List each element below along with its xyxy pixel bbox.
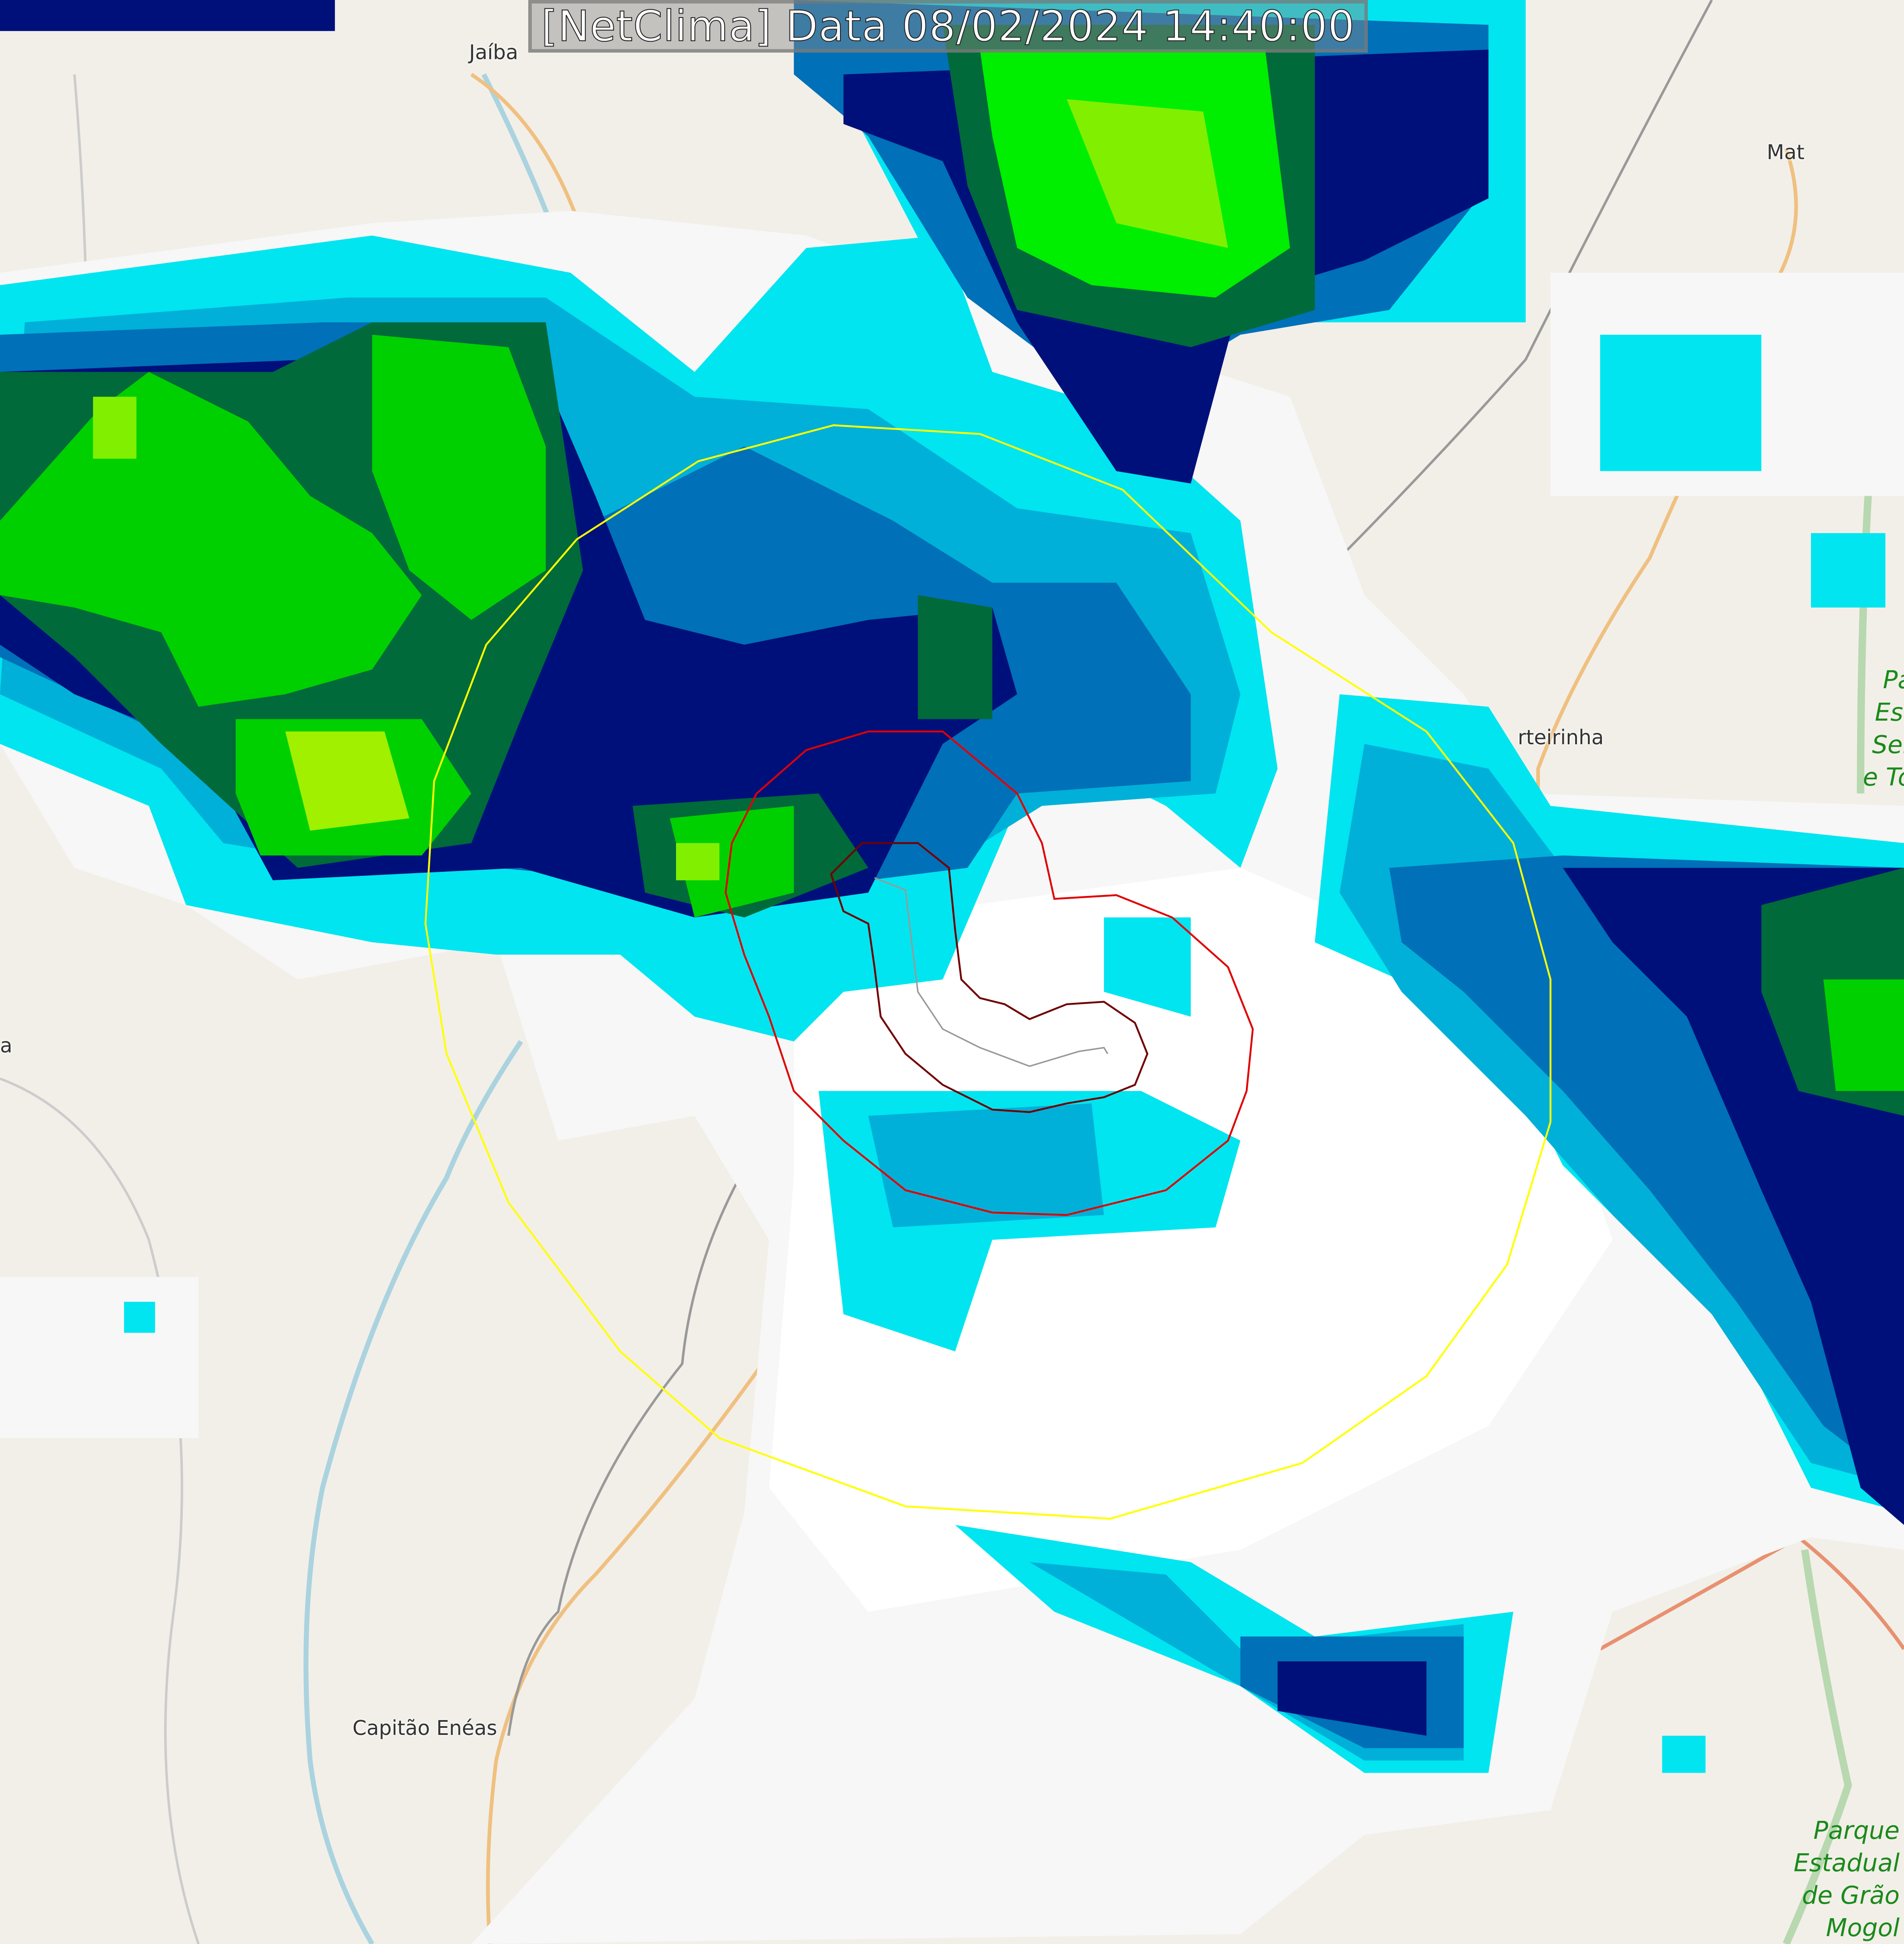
timestamp-overlay: [NetClima] Data 08/02/2024 14:40:00 bbox=[528, 0, 1368, 53]
storm-contour-inner bbox=[830, 842, 1149, 1113]
place-label-porteirinha: rteirinha bbox=[1518, 725, 1604, 749]
echo-lime bbox=[676, 843, 720, 881]
place-label-mat: Mat bbox=[1767, 140, 1804, 164]
echo-navy bbox=[1278, 1661, 1427, 1736]
echo-darkgreen bbox=[918, 595, 993, 719]
railway bbox=[1314, 0, 1713, 584]
grey-road bbox=[0, 1077, 200, 1944]
place-label-capitao-eneas: Capitão Enéas bbox=[352, 1716, 497, 1740]
park-label-line: Est bbox=[1875, 698, 1904, 727]
timestamp-title: [NetClima] Data 08/02/2024 14:40:00 bbox=[541, 1, 1355, 51]
echo-green bbox=[669, 806, 794, 918]
park-boundary bbox=[1783, 1549, 1852, 1944]
park-label-serra: Pa Est Ser e To bbox=[1863, 664, 1904, 794]
range-ring bbox=[424, 424, 1552, 1520]
road bbox=[486, 1301, 808, 1944]
echo-lime bbox=[285, 731, 409, 831]
echo-navy bbox=[0, 0, 335, 31]
park-label-line: Pa bbox=[1883, 666, 1904, 694]
echo-cyan bbox=[1600, 334, 1762, 471]
echo-teal bbox=[868, 1103, 1104, 1228]
echo-green bbox=[1823, 979, 1904, 1091]
echo-light bbox=[0, 1277, 199, 1438]
storm-contour-outer bbox=[724, 730, 1254, 1216]
echo-lime bbox=[93, 397, 137, 459]
park-label-line: Estadual bbox=[1794, 1849, 1900, 1877]
echo-light bbox=[769, 867, 1613, 1612]
park-label-line: Ser bbox=[1872, 731, 1904, 759]
railway bbox=[507, 1127, 770, 1736]
road bbox=[470, 73, 585, 236]
echo-cyan bbox=[124, 1301, 155, 1333]
echo-cyan bbox=[1104, 917, 1191, 1017]
echo-lime bbox=[1067, 99, 1228, 248]
storm-track bbox=[874, 877, 1109, 1067]
park-label-line: e To bbox=[1863, 763, 1904, 792]
echo-cyan bbox=[1662, 1735, 1706, 1773]
park-label-grao-mogol: Parque Estadual de Grão Mogol bbox=[1794, 1815, 1900, 1944]
echo-green bbox=[372, 334, 546, 620]
park-label-line: de Grão bbox=[1802, 1881, 1900, 1910]
river bbox=[303, 1040, 523, 1944]
park-label-line: Mogol bbox=[1826, 1914, 1900, 1942]
place-label-partial: a bbox=[0, 1034, 13, 1057]
echo-cyan bbox=[1811, 533, 1886, 608]
park-label-line: Parque bbox=[1813, 1816, 1900, 1845]
place-label-jaiba: Jaíba bbox=[469, 40, 518, 64]
analysis-overlays bbox=[424, 424, 1552, 1520]
